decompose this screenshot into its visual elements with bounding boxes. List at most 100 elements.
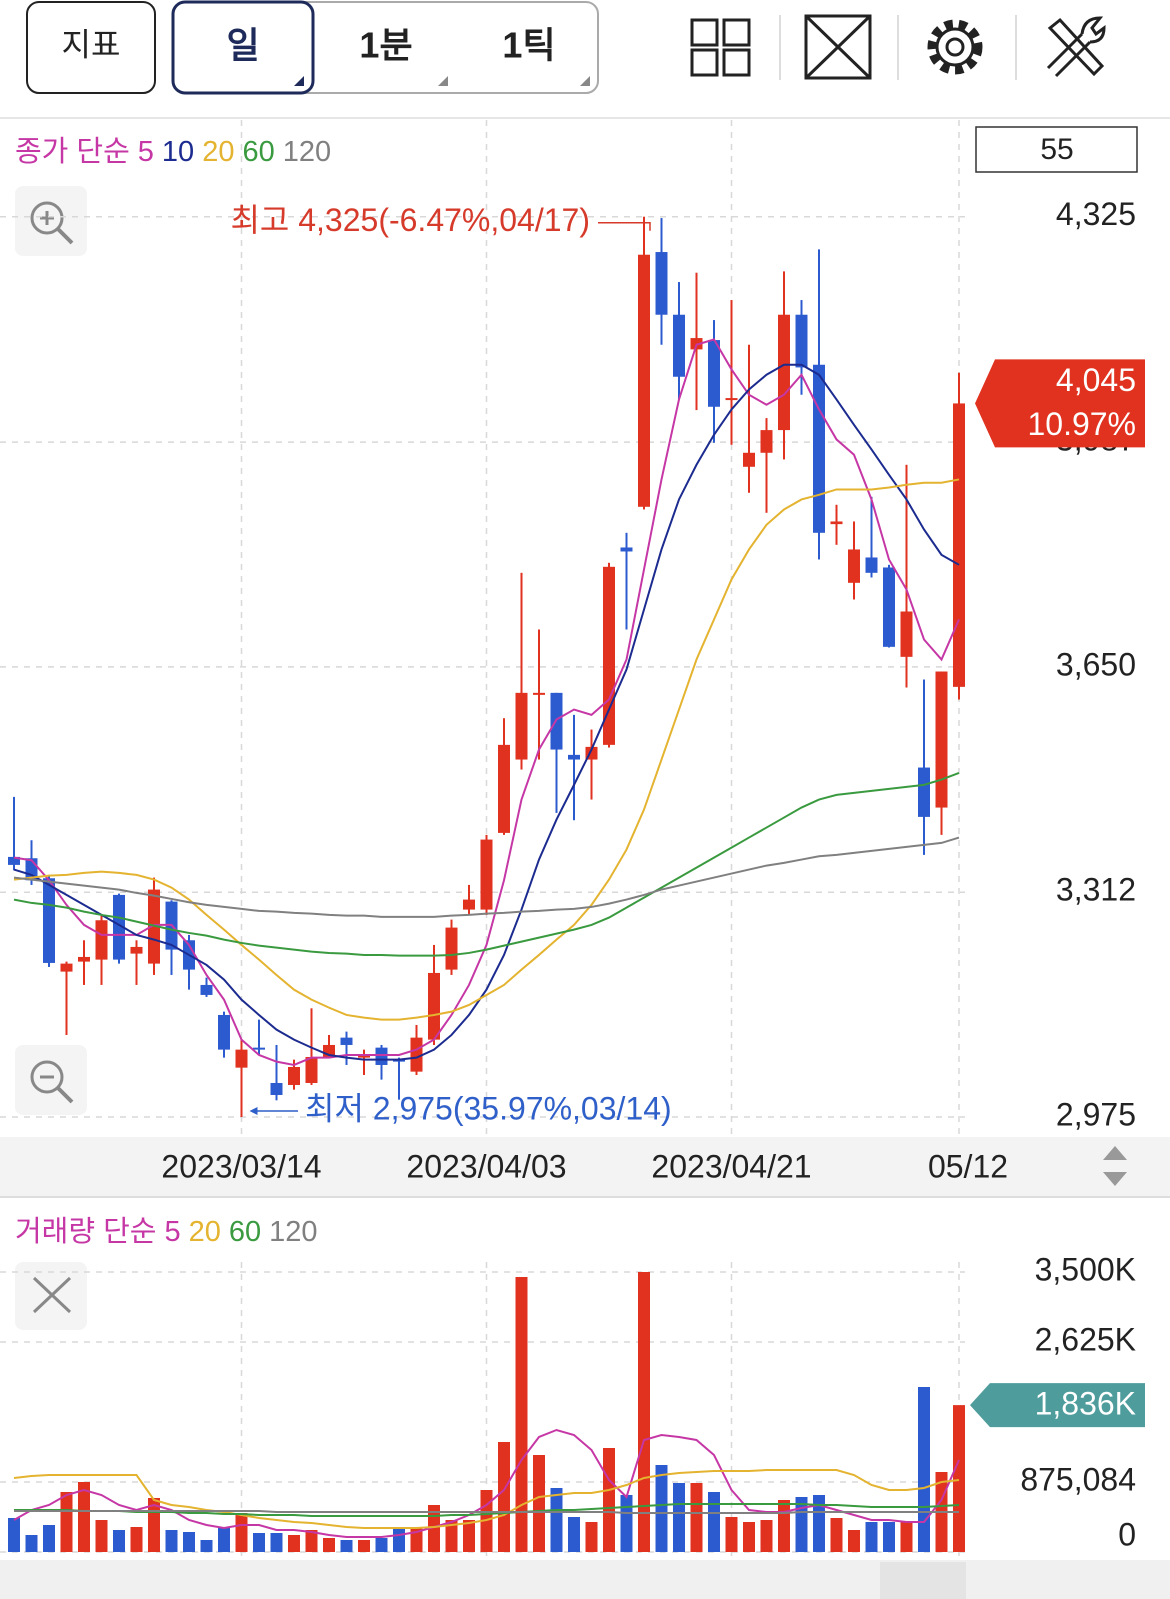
volume-bar <box>95 1520 108 1552</box>
candle-wick <box>555 692 558 813</box>
zoom-out-button[interactable] <box>15 1045 87 1115</box>
volume-bar <box>725 1517 738 1552</box>
corner-mark <box>580 76 590 86</box>
volume-bar <box>865 1522 878 1552</box>
ma-line <box>13 1469 960 1529</box>
candle-wick <box>923 679 925 855</box>
candle-wick <box>835 504 838 545</box>
ma-line <box>13 836 960 918</box>
candle-wick <box>13 796 15 871</box>
candle-body <box>795 314 808 368</box>
x-tick-label: 2023/04/21 <box>651 1148 811 1184</box>
legend-prefix: 거래량 단순 <box>15 1215 156 1248</box>
scroll-down[interactable] <box>1103 1172 1127 1186</box>
y-tick-label: 4,325 <box>1056 196 1136 232</box>
volume-bar <box>568 1517 580 1552</box>
legend-entry: 120 <box>283 136 331 168</box>
candle-body <box>865 557 878 573</box>
candle-body <box>305 1056 318 1083</box>
candle-wick <box>590 729 593 800</box>
period-day-button[interactable] <box>171 0 315 95</box>
price-tag <box>975 359 1145 448</box>
candle-body <box>760 430 773 453</box>
volume-bar <box>25 1535 38 1552</box>
candle-body <box>375 1047 388 1065</box>
candle-body <box>830 521 843 525</box>
candle-body <box>515 692 528 760</box>
volume-bar <box>78 1482 90 1552</box>
zoom-in-button[interactable] <box>15 186 87 256</box>
legend-entry: 60 <box>242 136 274 168</box>
candle-wick <box>135 940 138 985</box>
volume-bar <box>690 1483 703 1552</box>
candle-body <box>918 767 930 817</box>
candle-body <box>43 878 55 963</box>
period-label[interactable]: 1분 <box>359 25 412 66</box>
mark-layer <box>8 216 965 1552</box>
candle-wick <box>83 940 85 985</box>
candle-body <box>288 1066 300 1085</box>
candle-body <box>428 972 440 1040</box>
period-label[interactable]: 1틱 <box>502 25 555 66</box>
ma-line <box>13 771 960 957</box>
y-tick-label: 0 <box>1118 1516 1136 1552</box>
volume-bar <box>8 1518 20 1552</box>
candle-body <box>620 547 633 552</box>
close-volume-button[interactable] <box>15 1262 87 1330</box>
volume-bar <box>113 1530 125 1552</box>
count-box[interactable] <box>975 126 1138 173</box>
period-label: 일 <box>226 25 259 66</box>
volume-bar <box>655 1465 668 1552</box>
scroll-thumb[interactable] <box>880 1562 966 1599</box>
legend: 거래량 단순 5 20 60 120 <box>15 1215 318 1248</box>
corner-mark <box>294 76 304 86</box>
volume-bar <box>515 1277 528 1552</box>
legend-entry: 120 <box>269 1216 317 1248</box>
low-arrow-head <box>249 1106 258 1115</box>
bottom-strip <box>0 1560 1170 1599</box>
candle-wick <box>398 1057 400 1100</box>
candle-body <box>253 1047 265 1050</box>
expand-icon[interactable] <box>804 14 872 80</box>
candle-wick <box>258 1019 260 1055</box>
volume-bar <box>533 1455 545 1552</box>
volume-bar <box>60 1492 73 1552</box>
volume-bar <box>620 1495 633 1552</box>
candle-body <box>480 839 493 910</box>
high-annotation: 최고 4,325(-6.47%,04/17) <box>230 202 590 238</box>
volume-bar <box>130 1527 143 1552</box>
volume-bar <box>883 1522 895 1552</box>
volume-bar <box>795 1497 808 1552</box>
corner-mark <box>438 76 448 86</box>
candle-body <box>358 1054 370 1058</box>
candle-body <box>673 314 685 377</box>
candle-wick <box>520 572 523 770</box>
candle-body <box>200 984 213 995</box>
date-axis-strip <box>0 1137 1170 1197</box>
legend: 종가 단순 5 10 20 60 120 <box>15 135 331 168</box>
layout-icon[interactable] <box>690 18 751 77</box>
volume-bar <box>305 1530 318 1552</box>
candle-wick <box>730 300 733 445</box>
y-tick-label: 3,650 <box>1056 646 1136 682</box>
candle-body <box>498 744 510 833</box>
indicator-button[interactable] <box>26 1 156 94</box>
candle-wick <box>870 496 873 578</box>
candle-body <box>463 899 475 910</box>
candle-wick <box>65 961 68 1035</box>
volume-bar <box>445 1520 458 1552</box>
volume-bar <box>638 1272 650 1552</box>
volume-bar <box>550 1488 563 1552</box>
candle-body <box>655 252 668 315</box>
scroll-up[interactable] <box>1103 1146 1127 1160</box>
indicator-label: 지표 <box>62 26 121 62</box>
settings-icon[interactable] <box>927 19 983 75</box>
legend-prefix: 종가 단순 <box>15 135 130 168</box>
tools-icon[interactable] <box>1046 16 1106 78</box>
candle-body <box>568 754 580 760</box>
candle-body <box>638 254 650 507</box>
volume-bar <box>375 1538 388 1552</box>
volume-bar <box>235 1513 248 1552</box>
